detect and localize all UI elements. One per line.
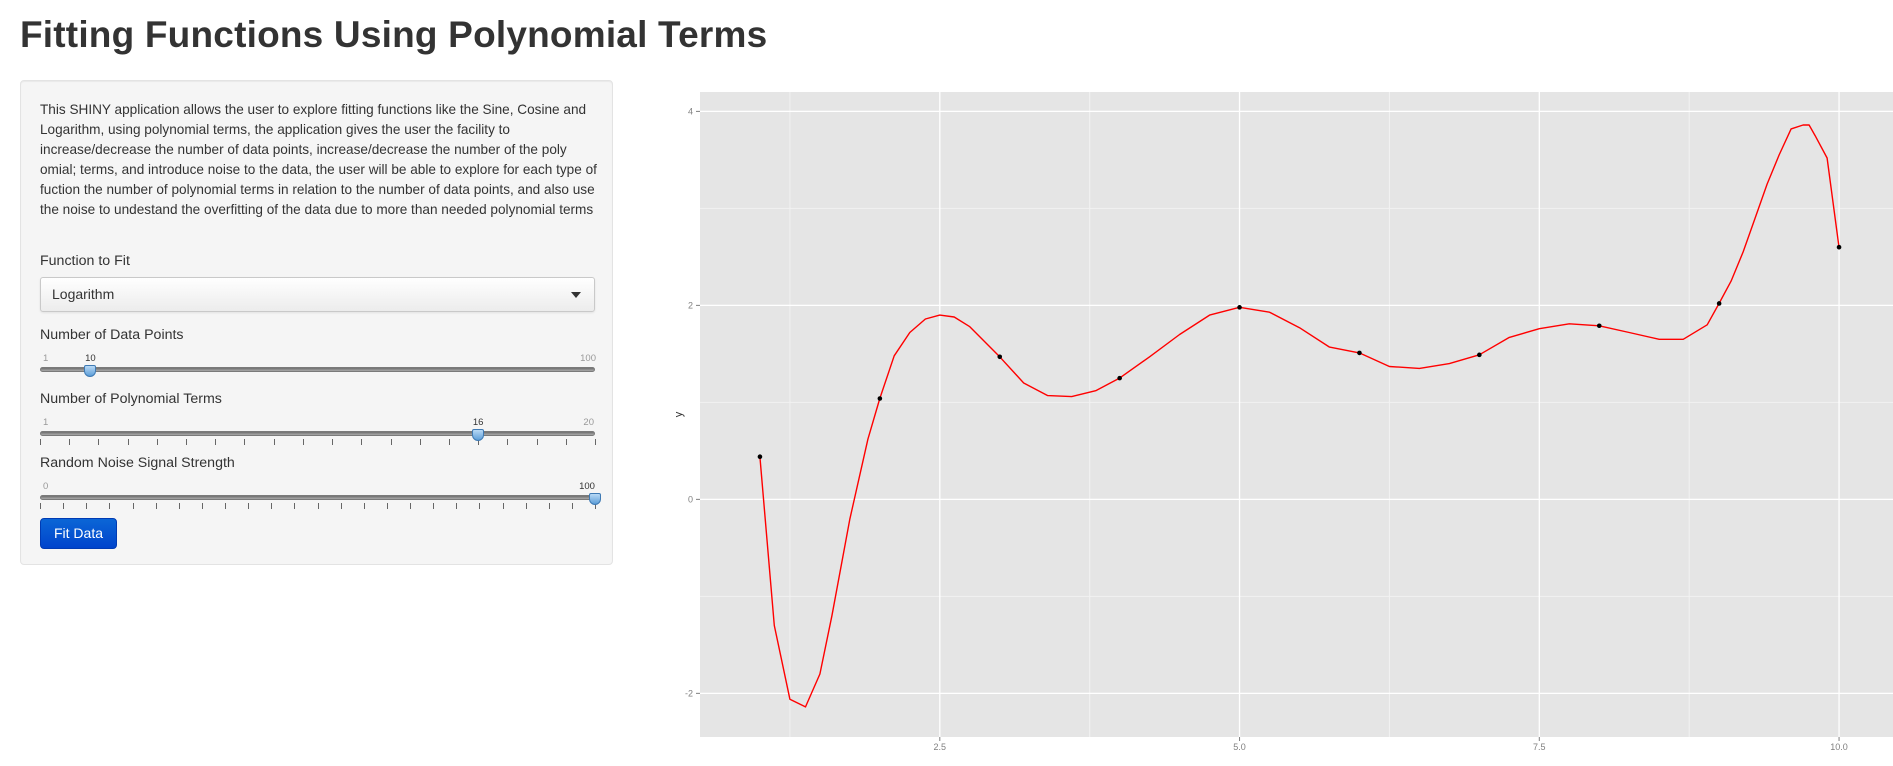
slider-tick: [86, 503, 88, 509]
slider-tick: [478, 439, 480, 445]
data-point: [1237, 305, 1242, 310]
slider-tick: [98, 439, 100, 445]
function-select[interactable]: Logarithm: [40, 277, 595, 312]
slider-tick: [40, 439, 41, 445]
data-point: [1357, 350, 1362, 356]
data-points-label: Number of Data Points: [40, 327, 184, 343]
slider-tick: [317, 503, 319, 509]
slider-tick: [109, 503, 111, 509]
slider-tick: [201, 503, 203, 509]
fit-plot: 2.5 5.0 7.5 10.0 -2 0 2 4 y: [673, 92, 1893, 752]
slider-tick: [410, 503, 411, 509]
slider-ticks: [40, 439, 596, 447]
data-point: [1716, 301, 1722, 306]
slider-ticks: [40, 503, 596, 511]
slider-track[interactable]: [40, 495, 595, 500]
slider-tick: [390, 439, 392, 445]
x-tick-label: 10.0: [1830, 742, 1848, 752]
slider-value-label: 10: [85, 353, 96, 364]
data-point: [1117, 375, 1122, 381]
slider-tick: [178, 503, 180, 509]
function-select-value: Logarithm: [52, 286, 115, 302]
data-point: [1836, 244, 1842, 250]
slider-value-label: 16: [472, 417, 484, 428]
slider-tick: [302, 439, 304, 445]
slider-tick: [361, 439, 363, 445]
app-description: This SHINY application allows the user t…: [40, 102, 597, 217]
slider-tick: [595, 503, 596, 509]
data-point: [1596, 323, 1602, 329]
data-points-slider[interactable]: 1 100 10: [40, 353, 596, 393]
slider-tick: [548, 503, 550, 509]
data-point: [877, 396, 883, 401]
slider-tick: [571, 503, 573, 509]
function-select-label: Function to Fit: [40, 253, 130, 269]
y-tick-label: -2: [685, 688, 693, 698]
slider-track[interactable]: [40, 367, 595, 372]
slider-max-label: 20: [583, 417, 594, 428]
slider-tick: [271, 503, 273, 509]
slider-tick: [294, 503, 296, 509]
slider-handle[interactable]: [472, 429, 485, 441]
slider-tick: [595, 439, 596, 445]
slider-tick: [273, 439, 275, 445]
slider-value-label: 100: [579, 481, 595, 492]
slider-tick: [63, 503, 65, 509]
slider-min-label: 1: [43, 353, 49, 364]
slider-tick: [525, 503, 527, 509]
poly-terms-slider[interactable]: 1 20 16: [40, 417, 596, 457]
slider-handle[interactable]: [84, 365, 97, 377]
slider-handle[interactable]: [589, 493, 601, 505]
slider-tick: [507, 439, 509, 445]
slider-tick: [386, 503, 388, 509]
y-tick-label: 2: [688, 300, 693, 310]
data-point: [997, 354, 1003, 360]
slider-tick: [565, 439, 567, 445]
data-point: [1477, 352, 1482, 358]
slider-tick: [155, 503, 157, 509]
plot-area: 2.5 5.0 7.5 10.0 -2 0 2 4 y: [672, 92, 1893, 761]
slider-track[interactable]: [40, 431, 595, 436]
slider-tick: [156, 439, 158, 445]
noise-strength-slider[interactable]: 0 100: [40, 481, 601, 521]
fit-data-button[interactable]: Fit Data: [40, 518, 117, 549]
slider-tick: [419, 439, 421, 445]
fitted-curve-line: [759, 124, 1840, 708]
slider-tick: [448, 439, 450, 445]
slider-tick: [186, 439, 188, 445]
x-tick-label: 7.5: [1533, 742, 1546, 752]
chevron-down-icon: [571, 292, 581, 298]
y-axis-label: y: [673, 411, 685, 417]
slider-tick: [332, 439, 334, 445]
slider-tick: [536, 439, 538, 445]
slider-tick: [40, 503, 41, 509]
slider-tick: [433, 503, 435, 509]
slider-tick: [215, 439, 217, 445]
slider-max-label: 100: [580, 353, 596, 364]
x-tick-label: 5.0: [1233, 742, 1246, 752]
slider-tick: [502, 503, 504, 509]
y-tick-label: 0: [688, 494, 693, 504]
slider-min-label: 0: [43, 481, 49, 492]
slider-tick: [127, 439, 129, 445]
slider-tick: [132, 503, 134, 509]
slider-min-label: 1: [43, 417, 49, 428]
x-tick-label: 2.5: [934, 742, 947, 752]
plot-panel: [700, 92, 1893, 737]
slider-tick: [456, 503, 458, 509]
y-tick-label: 4: [688, 106, 693, 116]
slider-tick: [225, 503, 226, 509]
slider-tick: [340, 503, 342, 509]
slider-tick: [479, 503, 481, 509]
page-title: Fitting Functions Using Polynomial Terms: [20, 14, 768, 55]
slider-tick: [248, 503, 250, 509]
slider-tick: [363, 503, 365, 509]
sidebar-panel: This SHINY application allows the user t…: [20, 80, 613, 565]
slider-tick: [69, 439, 71, 445]
slider-tick: [244, 439, 246, 445]
noise-strength-label: Random Noise Signal Strength: [40, 455, 235, 471]
poly-terms-label: Number of Polynomial Terms: [40, 391, 222, 407]
data-point: [757, 454, 763, 459]
